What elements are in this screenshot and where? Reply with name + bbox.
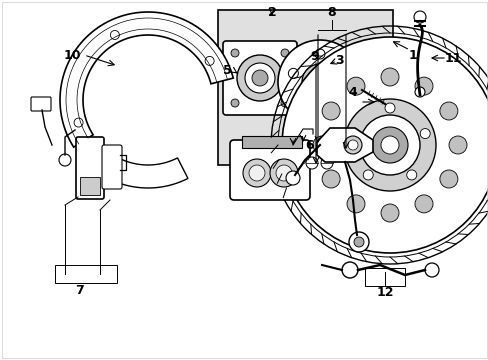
Polygon shape (316, 128, 372, 162)
Circle shape (347, 140, 357, 150)
FancyBboxPatch shape (229, 140, 309, 200)
Circle shape (343, 136, 361, 154)
Circle shape (298, 100, 308, 110)
Text: 4: 4 (348, 86, 357, 99)
Circle shape (275, 165, 291, 181)
Polygon shape (60, 12, 233, 147)
FancyBboxPatch shape (31, 97, 51, 111)
Circle shape (346, 77, 364, 95)
Bar (218, 10, 392, 165)
Circle shape (414, 87, 424, 97)
Bar (242, 136, 302, 148)
Circle shape (349, 129, 359, 139)
Polygon shape (80, 141, 187, 188)
Text: 1: 1 (408, 49, 417, 62)
Circle shape (414, 195, 432, 213)
Circle shape (406, 170, 416, 180)
Circle shape (380, 136, 398, 154)
Circle shape (230, 99, 239, 107)
Circle shape (281, 49, 288, 57)
Circle shape (320, 157, 332, 169)
Text: 10: 10 (63, 49, 81, 62)
FancyBboxPatch shape (76, 137, 104, 199)
Circle shape (346, 195, 364, 213)
Ellipse shape (237, 55, 283, 101)
Bar (364, 268, 404, 286)
Circle shape (230, 49, 239, 57)
Ellipse shape (251, 70, 267, 86)
Circle shape (302, 64, 337, 100)
Text: 5: 5 (222, 63, 231, 77)
Circle shape (59, 154, 71, 166)
Circle shape (363, 170, 372, 180)
Bar (80, 177, 100, 195)
Circle shape (269, 159, 297, 187)
Ellipse shape (244, 63, 274, 93)
Circle shape (380, 68, 398, 86)
Text: 11: 11 (443, 51, 461, 64)
Circle shape (314, 49, 325, 59)
Circle shape (424, 263, 438, 277)
Circle shape (439, 102, 457, 120)
Text: 3: 3 (335, 54, 344, 67)
Circle shape (281, 99, 288, 107)
Circle shape (74, 118, 83, 127)
Text: 9: 9 (310, 50, 319, 63)
Circle shape (110, 31, 119, 40)
Circle shape (380, 204, 398, 222)
Circle shape (331, 100, 341, 110)
Text: 2: 2 (267, 5, 276, 18)
Circle shape (414, 77, 432, 95)
Circle shape (248, 165, 264, 181)
Circle shape (312, 136, 330, 154)
Circle shape (341, 68, 351, 78)
Bar (55, 265, 117, 283)
Text: 8: 8 (327, 5, 336, 18)
FancyBboxPatch shape (102, 145, 122, 189)
Circle shape (322, 102, 340, 120)
Circle shape (419, 129, 429, 139)
Text: 12: 12 (375, 285, 393, 298)
Circle shape (359, 115, 419, 175)
Circle shape (285, 171, 299, 185)
Circle shape (439, 170, 457, 188)
Circle shape (448, 136, 466, 154)
Circle shape (278, 40, 361, 124)
Circle shape (305, 157, 317, 169)
Circle shape (384, 103, 394, 113)
Circle shape (288, 68, 298, 78)
Circle shape (413, 11, 425, 23)
Circle shape (348, 232, 368, 252)
Circle shape (341, 262, 357, 278)
Circle shape (322, 170, 340, 188)
Circle shape (282, 37, 488, 253)
Circle shape (343, 99, 435, 191)
Circle shape (353, 237, 363, 247)
FancyBboxPatch shape (223, 41, 296, 115)
Circle shape (243, 159, 270, 187)
Circle shape (314, 77, 325, 87)
Text: 6: 6 (305, 139, 314, 152)
Circle shape (371, 127, 407, 163)
Text: 7: 7 (76, 284, 84, 297)
Circle shape (205, 57, 214, 66)
